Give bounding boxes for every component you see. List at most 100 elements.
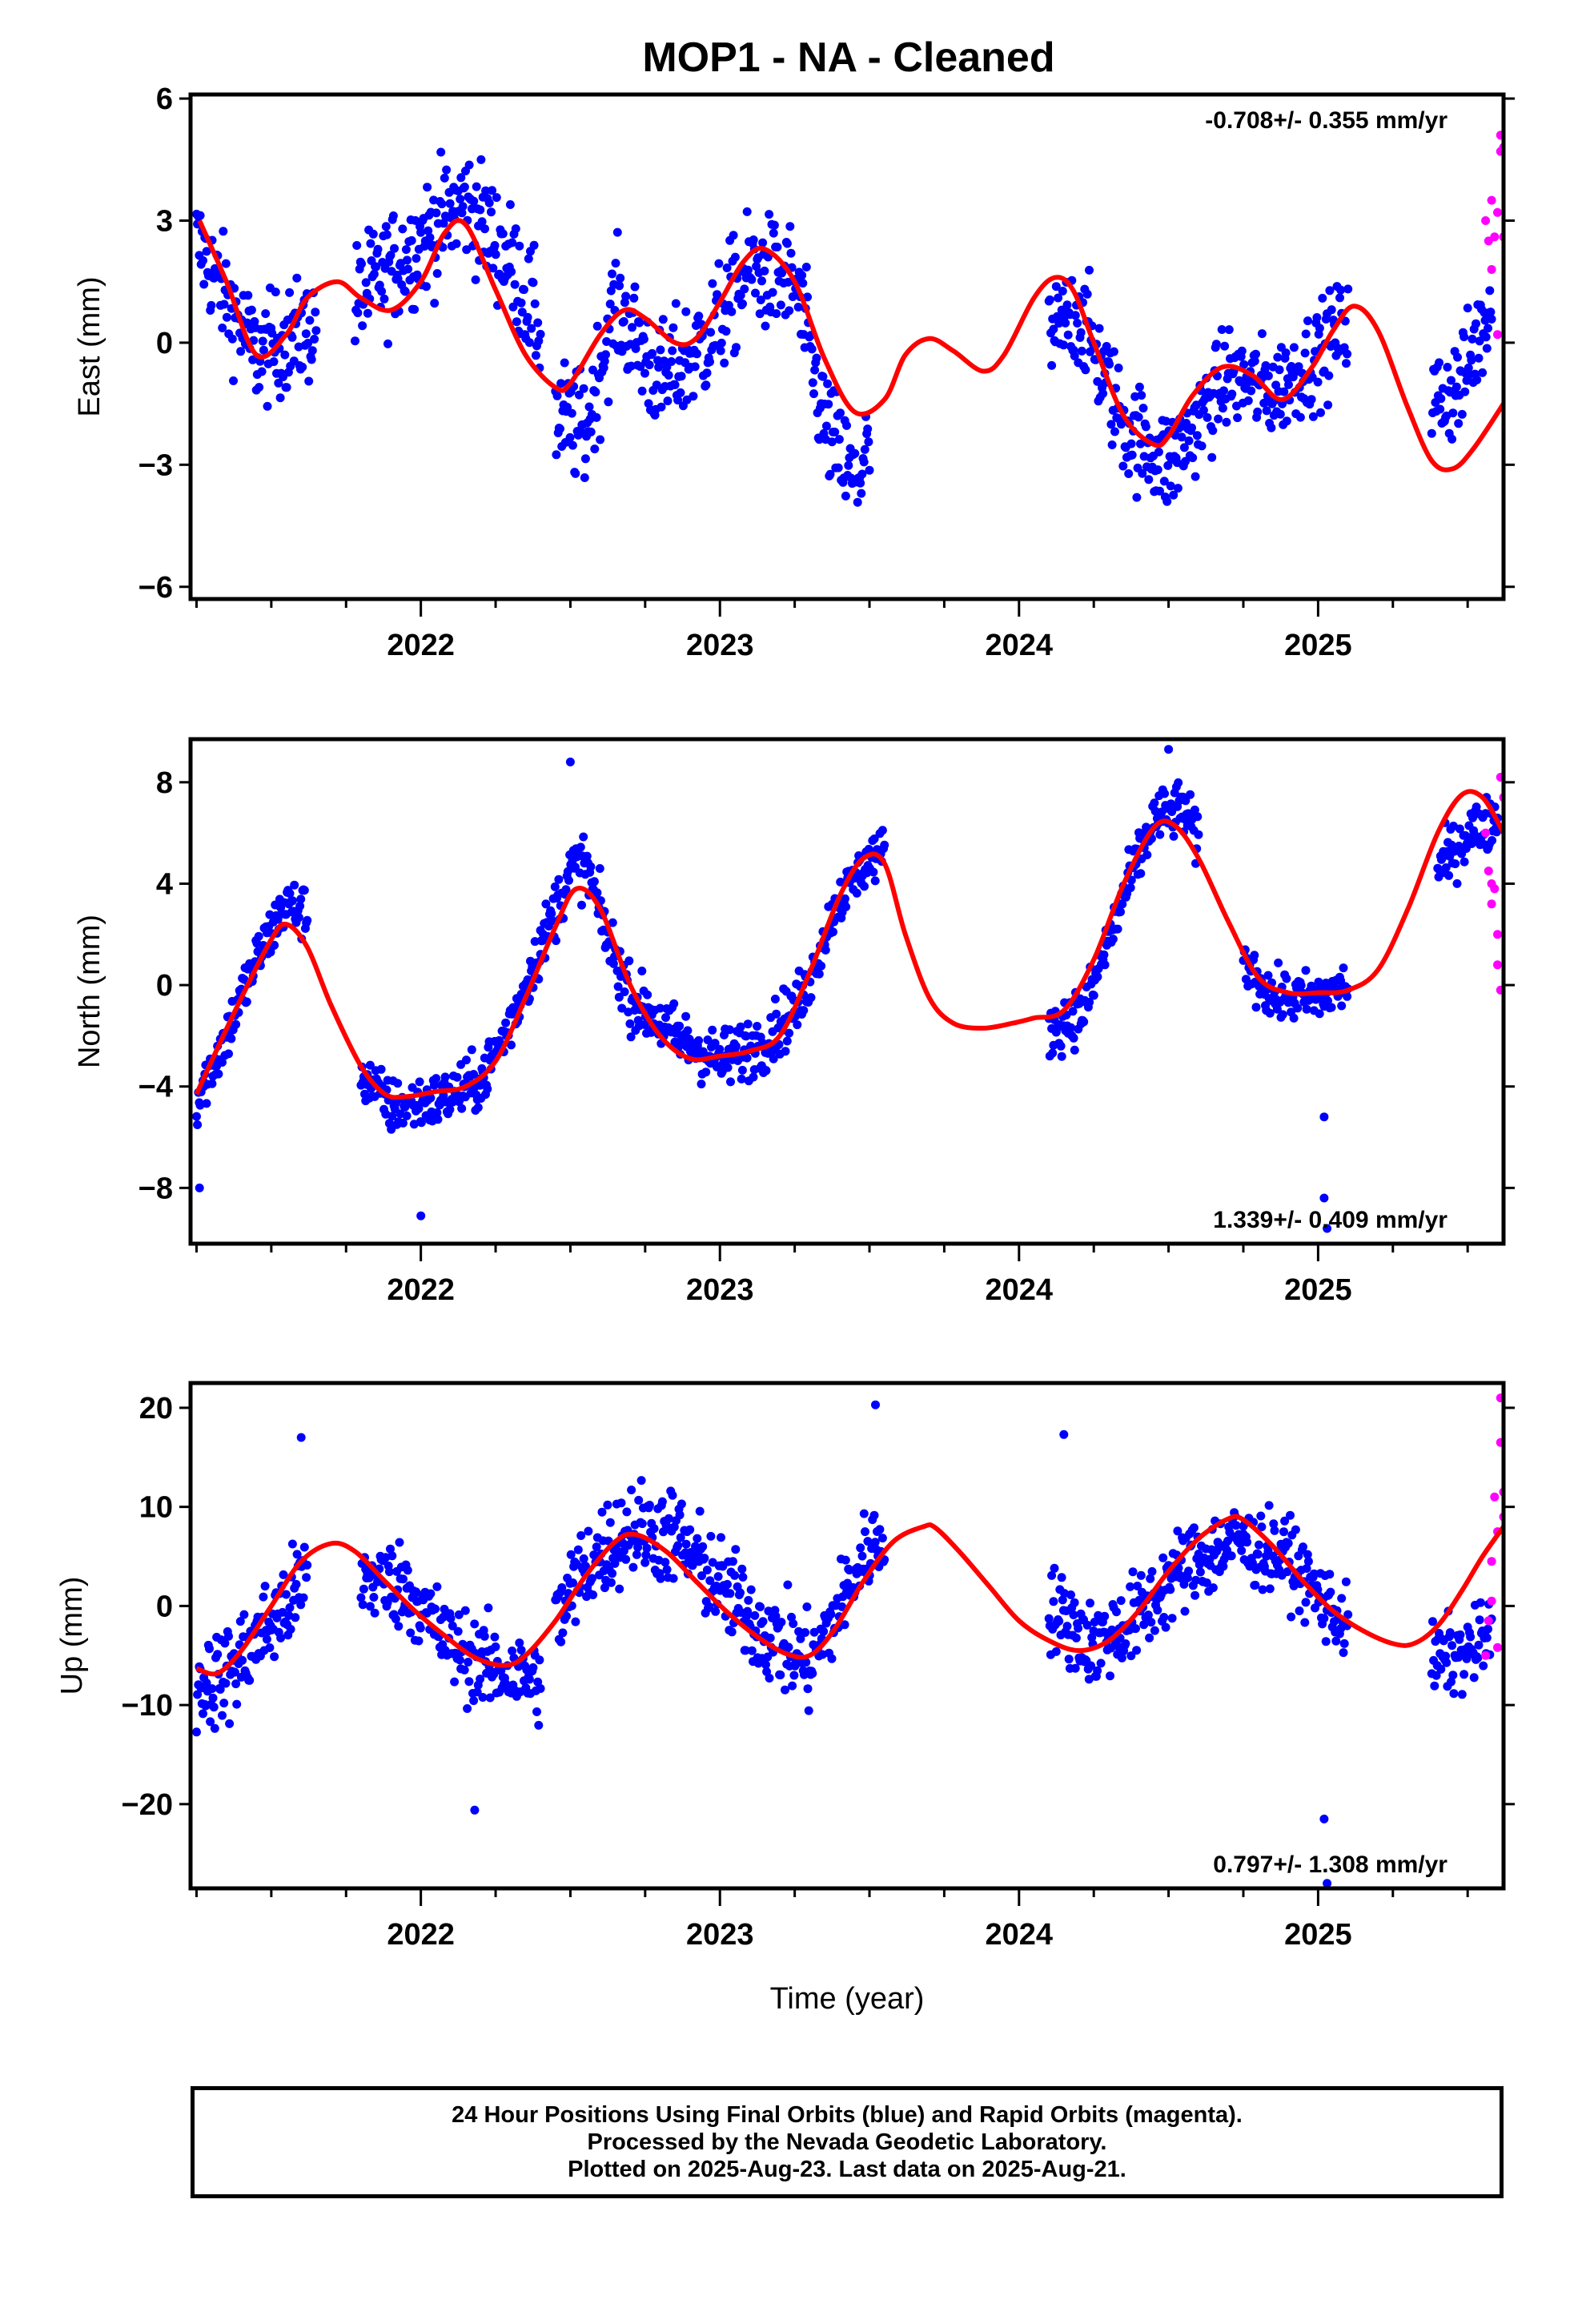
final-orbit-point xyxy=(1066,1590,1075,1599)
final-orbit-point xyxy=(290,880,299,890)
final-orbit-point xyxy=(757,276,766,286)
final-orbit-point xyxy=(1253,1550,1263,1559)
final-orbit-point xyxy=(361,278,371,287)
final-orbit-point xyxy=(743,265,753,275)
final-orbit-point xyxy=(753,1022,762,1031)
final-orbit-point xyxy=(383,339,392,348)
final-orbit-point xyxy=(1323,400,1333,410)
final-orbit-point xyxy=(1106,1671,1114,1681)
final-orbit-point xyxy=(357,259,366,268)
final-orbit-point xyxy=(818,372,828,381)
final-orbit-point xyxy=(192,1727,201,1737)
final-orbit-point xyxy=(515,1638,524,1647)
final-orbit-point xyxy=(1211,340,1221,349)
x-tick-label: 2024 xyxy=(986,1918,1054,1952)
final-orbit-point xyxy=(673,1541,683,1550)
final-orbit-point xyxy=(671,299,681,308)
final-orbit-point xyxy=(1263,371,1273,380)
final-orbit-point xyxy=(391,1614,400,1624)
final-orbit-point xyxy=(311,308,320,317)
y-axis-label: Up (mm) xyxy=(55,1577,89,1695)
final-orbit-point xyxy=(401,245,411,255)
final-orbit-point xyxy=(1299,1542,1307,1552)
final-orbit-point xyxy=(556,1637,566,1647)
final-orbit-point xyxy=(207,300,216,310)
final-orbit-point xyxy=(870,1538,880,1547)
final-orbit-point xyxy=(398,224,408,234)
final-orbit-point xyxy=(206,1717,215,1727)
final-orbit-point xyxy=(507,267,516,276)
final-orbit-point xyxy=(1457,1690,1467,1699)
final-orbit-point xyxy=(552,936,560,946)
final-orbit-point xyxy=(1184,436,1194,445)
final-orbit-point xyxy=(605,1518,615,1527)
y-tick-label: −20 xyxy=(122,1788,173,1822)
final-orbit-point xyxy=(1047,360,1057,370)
final-orbit-point xyxy=(1191,472,1200,481)
final-orbit-point xyxy=(448,1621,457,1630)
final-orbit-point xyxy=(644,1501,654,1510)
final-orbit-point xyxy=(548,916,557,926)
final-orbit-point xyxy=(761,1066,771,1076)
final-orbit-point xyxy=(1443,363,1452,372)
final-orbit-point xyxy=(202,1099,211,1108)
final-orbit-point xyxy=(455,1655,464,1665)
final-orbit-point xyxy=(1487,315,1496,324)
final-orbit-point xyxy=(202,247,211,256)
final-orbit-point xyxy=(730,252,740,262)
final-orbit-point xyxy=(579,1554,588,1563)
final-orbit-point xyxy=(1193,812,1203,822)
final-orbit-point xyxy=(1069,1033,1078,1043)
final-orbit-point xyxy=(1231,1521,1241,1530)
final-orbit-point xyxy=(725,1025,734,1035)
final-orbit-point xyxy=(840,894,849,903)
final-orbit-point xyxy=(640,1558,650,1567)
final-orbit-point xyxy=(1468,334,1477,344)
final-orbit-point xyxy=(254,931,263,941)
final-orbit-point xyxy=(635,318,644,328)
final-orbit-point xyxy=(589,877,599,887)
final-orbit-point xyxy=(1259,398,1269,408)
final-orbit-point xyxy=(1054,1616,1064,1626)
x-tick-label: 2025 xyxy=(1284,1918,1352,1952)
final-orbit-point xyxy=(576,1531,586,1540)
final-orbit-point xyxy=(1089,991,1098,1000)
final-orbit-point xyxy=(1302,1564,1311,1573)
final-orbit-point xyxy=(1484,1624,1492,1634)
final-orbit-point xyxy=(236,347,246,356)
final-orbit-point xyxy=(207,1684,217,1694)
final-orbit-point xyxy=(1436,394,1446,404)
final-orbit-point xyxy=(694,312,704,321)
final-orbit-point xyxy=(722,263,732,272)
final-orbit-point xyxy=(1263,971,1273,980)
final-orbit-point xyxy=(498,229,508,239)
final-orbit-point xyxy=(1082,289,1092,299)
final-orbit-point xyxy=(213,1650,223,1659)
final-orbit-point xyxy=(221,259,231,268)
final-orbit-point xyxy=(630,282,640,292)
final-orbit-point xyxy=(1136,869,1146,879)
final-orbit-point xyxy=(416,1623,425,1633)
final-orbit-point xyxy=(716,346,725,356)
final-orbit-point xyxy=(473,1103,483,1112)
final-orbit-point xyxy=(1452,879,1462,888)
final-orbit-point xyxy=(530,937,540,947)
final-orbit-point xyxy=(586,862,596,871)
final-orbit-point xyxy=(294,913,303,923)
final-orbit-point xyxy=(1319,1193,1329,1203)
final-orbit-point xyxy=(432,269,442,278)
final-orbit-point xyxy=(1061,318,1070,328)
final-orbit-point xyxy=(1160,789,1170,798)
final-orbit-point xyxy=(199,1709,207,1719)
final-orbit-point xyxy=(789,1619,798,1628)
final-orbit-point xyxy=(261,309,271,319)
final-orbit-point xyxy=(469,1696,479,1706)
final-orbit-point xyxy=(1283,1538,1293,1548)
final-orbit-point xyxy=(399,1574,408,1584)
final-orbit-point xyxy=(388,211,398,220)
final-orbit-point xyxy=(713,1572,723,1582)
rapid-orbit-point xyxy=(1484,866,1493,876)
final-orbit-point xyxy=(1049,1597,1058,1606)
final-orbit-point xyxy=(681,1011,691,1021)
final-orbit-point xyxy=(382,230,391,239)
